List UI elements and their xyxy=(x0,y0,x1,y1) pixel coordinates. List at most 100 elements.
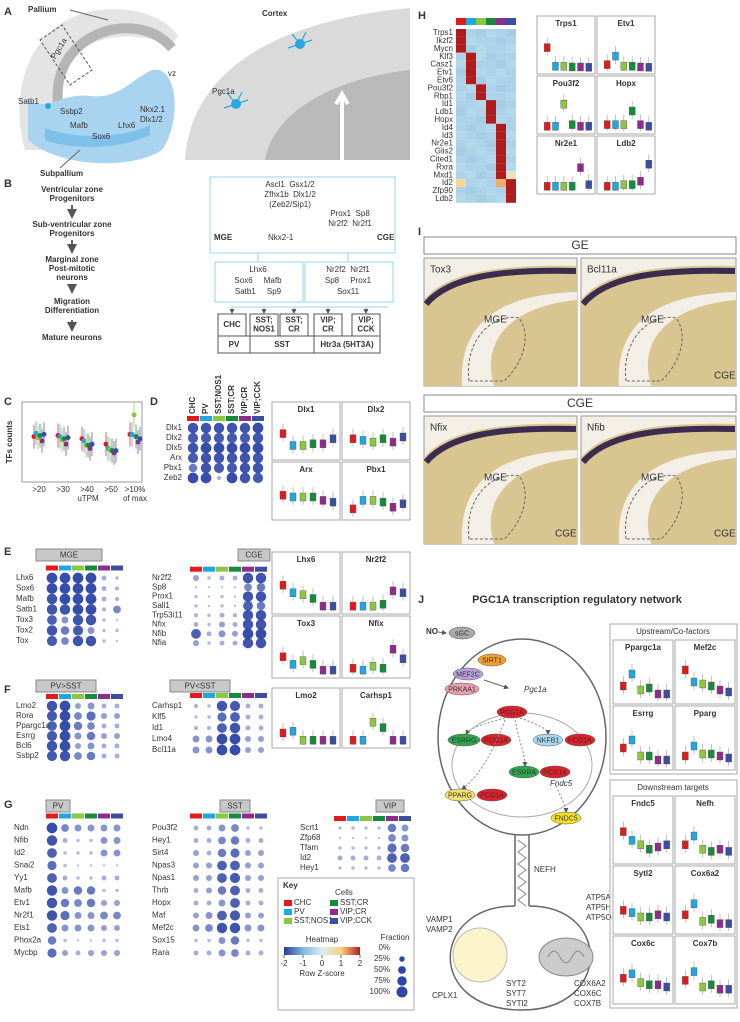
box xyxy=(645,159,653,169)
heatmap-cell xyxy=(496,100,506,108)
heatmap-cell xyxy=(506,163,516,172)
gene-label: Mafb xyxy=(16,594,34,603)
dot xyxy=(351,846,355,850)
node-label: PRKAA1 xyxy=(448,686,476,693)
dot xyxy=(194,938,198,943)
dot xyxy=(59,730,71,742)
ventricle xyxy=(618,450,736,544)
dot xyxy=(206,825,212,831)
dot xyxy=(338,846,342,850)
heatmap-cell xyxy=(496,29,506,37)
gene-label: Ets1 xyxy=(14,923,31,932)
heatmap-cell xyxy=(486,29,496,37)
dot xyxy=(200,462,212,474)
frame xyxy=(214,261,304,303)
region-label: MGE xyxy=(484,473,507,484)
gene-label: Trp53i11 xyxy=(152,610,183,619)
dot xyxy=(337,855,343,861)
legend-label: 100% xyxy=(370,987,390,996)
panel-label: E xyxy=(4,546,11,558)
heatmap-cell xyxy=(456,60,466,69)
dot xyxy=(61,924,69,932)
node xyxy=(444,788,476,802)
cell-swatch xyxy=(203,693,215,698)
stage: Ventricular zone xyxy=(41,185,103,194)
dot xyxy=(229,733,241,745)
point xyxy=(41,431,47,437)
dot xyxy=(207,704,211,708)
box xyxy=(699,679,706,689)
cell-swatch xyxy=(46,694,58,699)
box xyxy=(577,163,584,172)
legend-dot xyxy=(399,956,405,962)
dot xyxy=(229,922,241,934)
dot xyxy=(338,836,342,840)
dot xyxy=(213,442,225,454)
dot xyxy=(207,715,211,719)
box xyxy=(329,497,337,507)
plot-title: Dlx1 xyxy=(298,405,315,414)
label: ATP5H xyxy=(586,903,611,912)
heatmap-cell xyxy=(466,131,476,140)
gene-label: Arx xyxy=(170,453,182,462)
stage: Sub-ventricular zone xyxy=(32,220,112,229)
label: COX6C xyxy=(574,989,602,998)
node xyxy=(496,705,528,719)
dot xyxy=(47,923,57,933)
dot xyxy=(232,640,238,646)
dot xyxy=(200,452,212,464)
dot xyxy=(193,888,199,893)
label: Pallium xyxy=(28,5,56,14)
box xyxy=(682,976,689,985)
heatmap-cell xyxy=(496,139,506,148)
dot xyxy=(113,924,121,932)
heatmap-cell xyxy=(506,187,516,195)
image-label: Bcl11a xyxy=(587,265,617,276)
region-label: CGE xyxy=(714,371,736,382)
legend-swatch xyxy=(284,909,292,915)
dot xyxy=(232,575,238,581)
dot xyxy=(218,937,226,944)
box xyxy=(612,182,619,191)
dot xyxy=(113,824,121,832)
box xyxy=(663,755,670,765)
heatmap-cell xyxy=(486,155,496,164)
legend-swatch xyxy=(284,900,292,906)
box xyxy=(319,736,327,745)
legend-label: VIP;CR xyxy=(340,907,367,916)
box xyxy=(543,182,551,191)
gene-label: Sirt4 xyxy=(152,848,169,857)
dot xyxy=(46,835,58,846)
gene-label: Phox2a xyxy=(14,936,42,945)
dot xyxy=(59,710,71,722)
box xyxy=(699,982,706,992)
dot xyxy=(102,888,106,893)
heatmap-cell xyxy=(476,179,486,187)
box xyxy=(568,62,576,72)
heatmap-cell xyxy=(506,123,516,132)
box xyxy=(708,847,715,856)
box xyxy=(663,912,670,922)
dot xyxy=(219,640,225,646)
dot xyxy=(230,936,240,945)
label: Satb1 xyxy=(18,97,39,106)
dot xyxy=(47,948,57,958)
dot xyxy=(113,949,121,957)
dot xyxy=(72,614,84,626)
dot xyxy=(113,712,121,720)
stain xyxy=(580,425,736,465)
gene-label: Nr2e1 xyxy=(431,139,453,148)
box xyxy=(682,840,689,849)
box xyxy=(349,434,357,443)
box xyxy=(577,122,584,131)
heatmap-cell xyxy=(506,76,516,85)
box xyxy=(637,978,644,987)
gene-label: Hopx xyxy=(434,115,453,124)
box xyxy=(628,735,636,745)
gene-label: Pbx1 xyxy=(164,463,183,472)
heatmap-cell xyxy=(466,115,476,124)
label: Mafb xyxy=(70,121,88,130)
heatmap-cell xyxy=(486,36,496,45)
heatmap-cell xyxy=(496,179,506,187)
